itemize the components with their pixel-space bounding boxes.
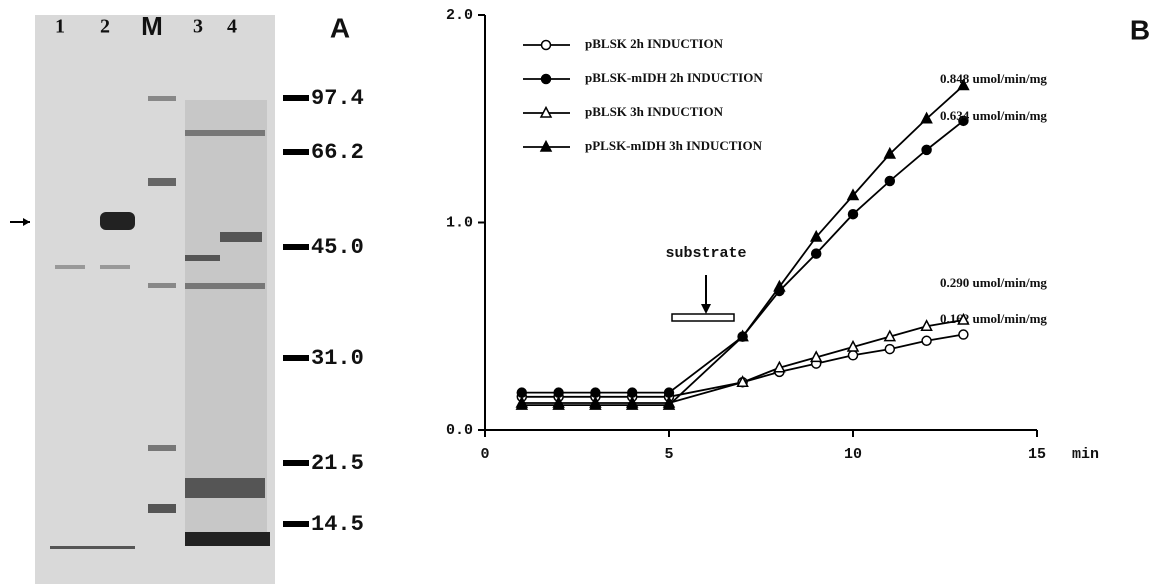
legend-label: pBLSK 2h INDUCTION bbox=[585, 36, 724, 51]
end-label: 0.290 umol/min/mg bbox=[940, 275, 1047, 290]
panel-label: B bbox=[1130, 14, 1150, 45]
annotation-box bbox=[672, 314, 734, 321]
x-tick-label: 15 bbox=[1028, 446, 1046, 463]
marker-bar bbox=[283, 355, 309, 361]
legend-label: pBLSK 3h INDUCTION bbox=[585, 104, 724, 119]
data-point bbox=[665, 388, 674, 397]
data-point bbox=[849, 351, 858, 360]
legend-marker bbox=[542, 41, 551, 50]
annotation: substrate bbox=[665, 245, 746, 262]
panel-label: A bbox=[330, 12, 350, 43]
x-tick-label: 5 bbox=[664, 446, 673, 463]
data-point bbox=[591, 388, 600, 397]
marker-bar bbox=[283, 521, 309, 527]
legend-label: pPLSK-mIDH 3h INDUCTION bbox=[585, 138, 763, 153]
data-point bbox=[922, 145, 931, 154]
x-axis-label: min bbox=[1072, 446, 1099, 463]
y-tick-label: 1.0 bbox=[446, 214, 473, 231]
lane-label: 2 bbox=[100, 16, 110, 38]
annotation-arrowhead bbox=[701, 304, 711, 314]
data-point bbox=[849, 210, 858, 219]
data-point bbox=[922, 336, 931, 345]
lane-label: 3 bbox=[193, 16, 203, 38]
end-label: 0.634 umol/min/mg bbox=[940, 108, 1047, 123]
lane-label: M bbox=[141, 11, 163, 41]
gel-image bbox=[10, 15, 275, 584]
data-point bbox=[959, 330, 968, 339]
marker-label: 45.0 bbox=[311, 235, 364, 260]
data-point bbox=[628, 388, 637, 397]
data-point bbox=[885, 177, 894, 186]
data-point bbox=[885, 345, 894, 354]
marker-bar bbox=[283, 149, 309, 155]
x-tick-label: 10 bbox=[844, 446, 862, 463]
marker-label: 31.0 bbox=[311, 346, 364, 371]
data-point bbox=[517, 388, 526, 397]
marker-bar bbox=[283, 244, 309, 250]
marker-group: 97.4 66.2 45.0 31.0 21.5 14.5 bbox=[283, 86, 364, 537]
y-tick-label: 0.0 bbox=[446, 422, 473, 439]
figure: A 1 2 M 3 4 97.4 66.2 45.0 31.0 21.5 14.5 0 5 1… bbox=[0, 0, 1171, 584]
marker-bar bbox=[283, 460, 309, 466]
end-label: 0.162 umol/min/mg bbox=[940, 311, 1047, 326]
marker-label: 97.4 bbox=[311, 86, 364, 111]
data-point bbox=[554, 388, 563, 397]
legend-marker bbox=[542, 75, 551, 84]
marker-label: 21.5 bbox=[311, 451, 364, 476]
data-point bbox=[812, 249, 821, 258]
marker-bar bbox=[283, 95, 309, 101]
legend-label: pBLSK-mIDH 2h INDUCTION bbox=[585, 70, 763, 85]
marker-label: 66.2 bbox=[311, 140, 364, 165]
lane-label: 4 bbox=[227, 16, 237, 38]
end-label: 0.848 umol/min/mg bbox=[940, 71, 1047, 86]
marker-label: 14.5 bbox=[311, 512, 364, 537]
y-tick-label: 2.0 bbox=[446, 7, 473, 24]
lane-label: 1 bbox=[55, 16, 65, 38]
x-tick-label: 0 bbox=[480, 446, 489, 463]
